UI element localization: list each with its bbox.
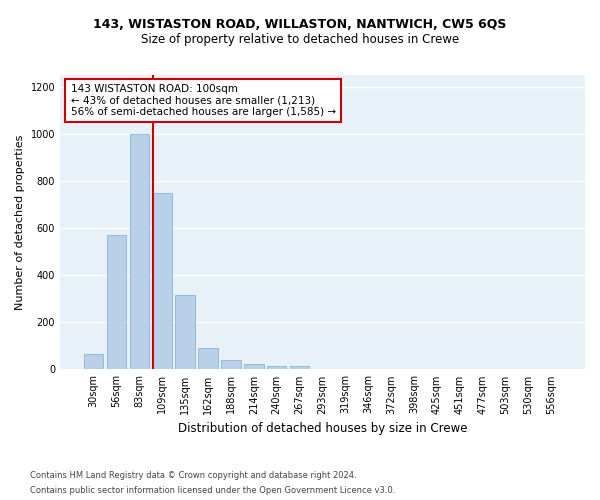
Text: Contains public sector information licensed under the Open Government Licence v3: Contains public sector information licen… xyxy=(30,486,395,495)
Y-axis label: Number of detached properties: Number of detached properties xyxy=(15,134,25,310)
Bar xyxy=(152,193,172,370)
Bar xyxy=(290,366,310,370)
Text: Contains HM Land Registry data © Crown copyright and database right 2024.: Contains HM Land Registry data © Crown c… xyxy=(30,471,356,480)
Bar xyxy=(199,348,218,370)
Text: 143, WISTASTON ROAD, WILLASTON, NANTWICH, CW5 6QS: 143, WISTASTON ROAD, WILLASTON, NANTWICH… xyxy=(94,18,506,30)
Text: Size of property relative to detached houses in Crewe: Size of property relative to detached ho… xyxy=(141,32,459,46)
Bar xyxy=(130,134,149,370)
Bar xyxy=(175,295,195,370)
Bar xyxy=(244,364,263,370)
Bar xyxy=(107,235,126,370)
Text: 143 WISTASTON ROAD: 100sqm
← 43% of detached houses are smaller (1,213)
56% of s: 143 WISTASTON ROAD: 100sqm ← 43% of deta… xyxy=(71,84,335,117)
Bar xyxy=(84,354,103,370)
Bar xyxy=(267,366,286,370)
Bar xyxy=(221,360,241,370)
X-axis label: Distribution of detached houses by size in Crewe: Distribution of detached houses by size … xyxy=(178,422,467,435)
